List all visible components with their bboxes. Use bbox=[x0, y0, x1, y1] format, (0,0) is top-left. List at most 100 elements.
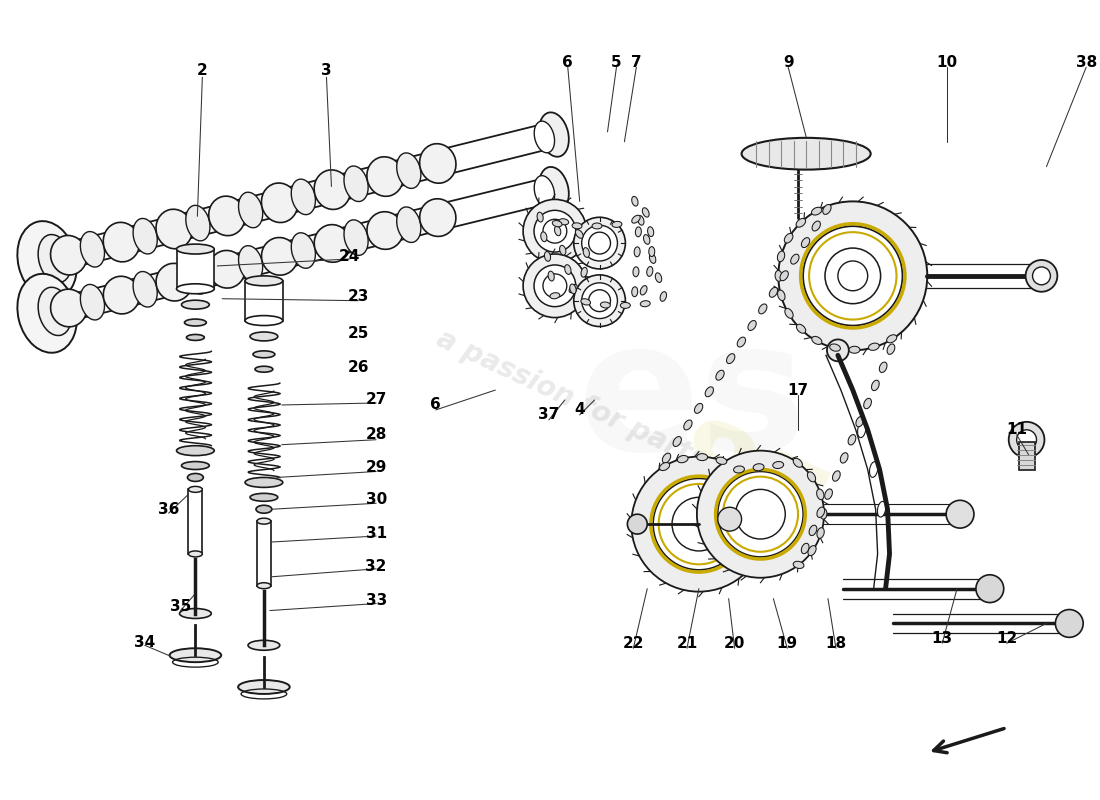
Ellipse shape bbox=[103, 222, 140, 262]
Ellipse shape bbox=[188, 486, 202, 492]
Circle shape bbox=[825, 248, 881, 304]
Ellipse shape bbox=[638, 215, 644, 225]
Text: 11: 11 bbox=[1006, 422, 1027, 438]
Ellipse shape bbox=[176, 446, 214, 456]
Text: 4: 4 bbox=[574, 402, 585, 418]
Ellipse shape bbox=[776, 270, 782, 282]
Ellipse shape bbox=[780, 270, 789, 281]
Ellipse shape bbox=[734, 466, 745, 473]
Ellipse shape bbox=[647, 266, 652, 276]
Bar bbox=[257, 521, 271, 586]
Ellipse shape bbox=[238, 680, 289, 694]
Bar bbox=[1019, 442, 1034, 470]
Ellipse shape bbox=[169, 648, 221, 662]
Ellipse shape bbox=[769, 287, 778, 298]
Ellipse shape bbox=[292, 179, 316, 214]
Ellipse shape bbox=[18, 274, 77, 353]
Ellipse shape bbox=[778, 251, 784, 262]
Ellipse shape bbox=[182, 462, 209, 470]
Ellipse shape bbox=[784, 234, 793, 243]
Ellipse shape bbox=[256, 506, 272, 514]
Text: 5: 5 bbox=[612, 55, 621, 70]
Ellipse shape bbox=[741, 138, 871, 170]
Ellipse shape bbox=[186, 206, 210, 241]
Ellipse shape bbox=[660, 462, 670, 470]
Text: 38: 38 bbox=[1076, 55, 1097, 70]
Ellipse shape bbox=[871, 380, 879, 390]
Text: 37: 37 bbox=[538, 407, 560, 422]
Circle shape bbox=[697, 450, 824, 578]
Text: 23: 23 bbox=[348, 290, 369, 304]
Text: 3: 3 bbox=[321, 63, 332, 78]
Ellipse shape bbox=[253, 351, 275, 358]
Ellipse shape bbox=[581, 267, 587, 277]
Ellipse shape bbox=[858, 422, 866, 438]
Circle shape bbox=[1009, 422, 1045, 458]
Text: 25: 25 bbox=[348, 326, 369, 341]
Ellipse shape bbox=[784, 308, 793, 318]
Ellipse shape bbox=[262, 238, 298, 275]
Text: 20: 20 bbox=[724, 636, 746, 650]
Ellipse shape bbox=[802, 238, 810, 247]
Ellipse shape bbox=[176, 244, 214, 254]
Ellipse shape bbox=[535, 121, 554, 153]
Ellipse shape bbox=[791, 254, 799, 264]
Ellipse shape bbox=[18, 221, 77, 300]
Ellipse shape bbox=[632, 267, 639, 277]
Ellipse shape bbox=[315, 170, 351, 210]
Ellipse shape bbox=[574, 275, 626, 326]
Ellipse shape bbox=[796, 324, 806, 334]
Ellipse shape bbox=[748, 321, 756, 330]
Ellipse shape bbox=[239, 246, 263, 282]
Ellipse shape bbox=[869, 462, 878, 478]
Ellipse shape bbox=[188, 551, 202, 557]
Ellipse shape bbox=[239, 192, 263, 228]
Ellipse shape bbox=[716, 457, 727, 464]
Circle shape bbox=[803, 226, 902, 326]
Ellipse shape bbox=[601, 302, 610, 308]
Ellipse shape bbox=[812, 221, 821, 231]
Ellipse shape bbox=[644, 234, 650, 244]
Ellipse shape bbox=[156, 210, 192, 249]
Ellipse shape bbox=[678, 455, 689, 462]
Ellipse shape bbox=[592, 223, 602, 229]
Ellipse shape bbox=[581, 298, 591, 305]
Ellipse shape bbox=[554, 226, 561, 236]
Ellipse shape bbox=[642, 208, 649, 217]
Ellipse shape bbox=[640, 301, 650, 306]
Text: 26: 26 bbox=[348, 360, 369, 374]
Ellipse shape bbox=[245, 478, 283, 487]
Circle shape bbox=[631, 457, 767, 592]
Ellipse shape bbox=[856, 417, 864, 427]
Text: 32: 32 bbox=[365, 559, 387, 574]
Ellipse shape bbox=[367, 157, 404, 196]
Ellipse shape bbox=[292, 233, 316, 268]
Ellipse shape bbox=[552, 221, 562, 226]
Text: 31: 31 bbox=[365, 526, 387, 541]
Ellipse shape bbox=[817, 507, 825, 518]
Circle shape bbox=[524, 254, 586, 318]
Text: 2: 2 bbox=[197, 63, 208, 78]
Text: 18: 18 bbox=[825, 636, 847, 650]
Text: a passion for parts: a passion for parts bbox=[432, 325, 711, 475]
Text: 21: 21 bbox=[676, 636, 697, 650]
Ellipse shape bbox=[262, 183, 298, 222]
Ellipse shape bbox=[648, 226, 653, 237]
Text: 6: 6 bbox=[562, 55, 573, 70]
Text: 30: 30 bbox=[365, 492, 387, 507]
Ellipse shape bbox=[636, 227, 641, 237]
Ellipse shape bbox=[535, 176, 554, 207]
Text: 6: 6 bbox=[430, 398, 441, 413]
Ellipse shape bbox=[823, 205, 832, 214]
Ellipse shape bbox=[257, 582, 271, 589]
Ellipse shape bbox=[367, 212, 404, 250]
Ellipse shape bbox=[176, 284, 214, 294]
Ellipse shape bbox=[564, 265, 571, 274]
Ellipse shape bbox=[257, 518, 271, 524]
Ellipse shape bbox=[582, 283, 617, 318]
Ellipse shape bbox=[250, 494, 278, 502]
Ellipse shape bbox=[182, 300, 209, 309]
Ellipse shape bbox=[51, 289, 87, 327]
Text: 9: 9 bbox=[783, 55, 793, 70]
Circle shape bbox=[838, 261, 868, 290]
